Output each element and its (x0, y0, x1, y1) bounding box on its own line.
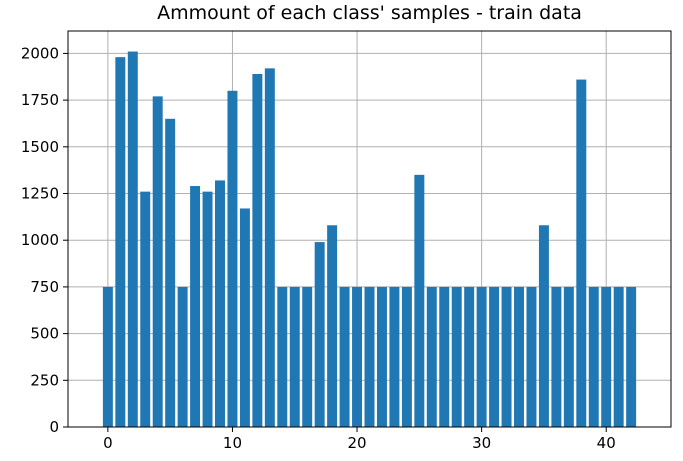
y-tick-label: 2000 (21, 44, 59, 62)
y-tick-label: 1500 (21, 138, 59, 156)
bar-class-23 (389, 286, 400, 427)
bar-class-9 (215, 180, 225, 427)
bar-class-29 (464, 286, 475, 427)
y-tick-label: 250 (30, 371, 59, 389)
bar-class-8 (202, 191, 213, 427)
y-tick-label: 0 (49, 418, 59, 436)
bar-class-0 (102, 286, 113, 427)
bar-class-13 (264, 68, 275, 427)
bar-class-33 (514, 286, 524, 427)
axis-ticks: 0 10 20 30 40 0 250 500 750 1000 1250 1500 1750 2000 (21, 44, 616, 452)
y-tick-label: 500 (30, 325, 59, 343)
bar-class-6 (177, 286, 188, 427)
bar-class-42 (626, 286, 637, 427)
bars (102, 51, 637, 428)
y-tick-label: 750 (30, 278, 59, 296)
bar-class-15 (289, 286, 300, 427)
bar-class-2 (127, 51, 138, 427)
bar-class-12 (252, 73, 263, 427)
bar-class-20 (352, 286, 363, 427)
bar-class-39 (588, 286, 599, 427)
y-tick-label: 1000 (21, 231, 59, 249)
x-tick-label: 30 (472, 434, 491, 452)
bar-class-17 (314, 242, 325, 427)
y-tick-label: 1250 (21, 185, 59, 203)
bar-class-4 (152, 96, 163, 428)
y-tick-label: 1750 (21, 91, 59, 109)
bar-class-10 (227, 90, 238, 427)
bar-class-7 (190, 186, 201, 427)
x-tick-label: 40 (597, 434, 616, 452)
bar-class-28 (451, 286, 462, 427)
bar-class-38 (576, 79, 587, 427)
x-tick-label: 20 (347, 434, 366, 452)
bar-class-24 (401, 286, 412, 427)
bar-class-21 (364, 286, 375, 427)
bar-class-1 (115, 57, 126, 428)
bar-class-26 (426, 286, 437, 427)
bar-class-34 (526, 286, 537, 427)
bar-class-11 (239, 208, 250, 427)
bar-class-22 (376, 286, 387, 427)
bar-class-25 (414, 174, 425, 427)
bar-class-40 (601, 286, 612, 427)
chart-title: Ammount of each class' samples - train d… (157, 2, 582, 24)
bar-class-36 (551, 286, 562, 427)
x-tick-label: 0 (103, 434, 113, 452)
bar-class-14 (277, 286, 288, 427)
bar-class-5 (165, 118, 176, 427)
bar-class-35 (538, 225, 549, 427)
axes-frame (67, 30, 672, 428)
bar-class-30 (476, 286, 487, 427)
bar-class-31 (489, 286, 500, 427)
bar-class-32 (501, 286, 512, 427)
bar-class-3 (140, 191, 151, 427)
bar-class-27 (439, 286, 450, 427)
bar-class-41 (613, 286, 624, 427)
bar-class-16 (302, 286, 313, 427)
bar-class-37 (563, 286, 574, 427)
bar-class-18 (327, 225, 338, 427)
bar-class-19 (339, 286, 350, 427)
x-tick-label: 10 (223, 434, 242, 452)
